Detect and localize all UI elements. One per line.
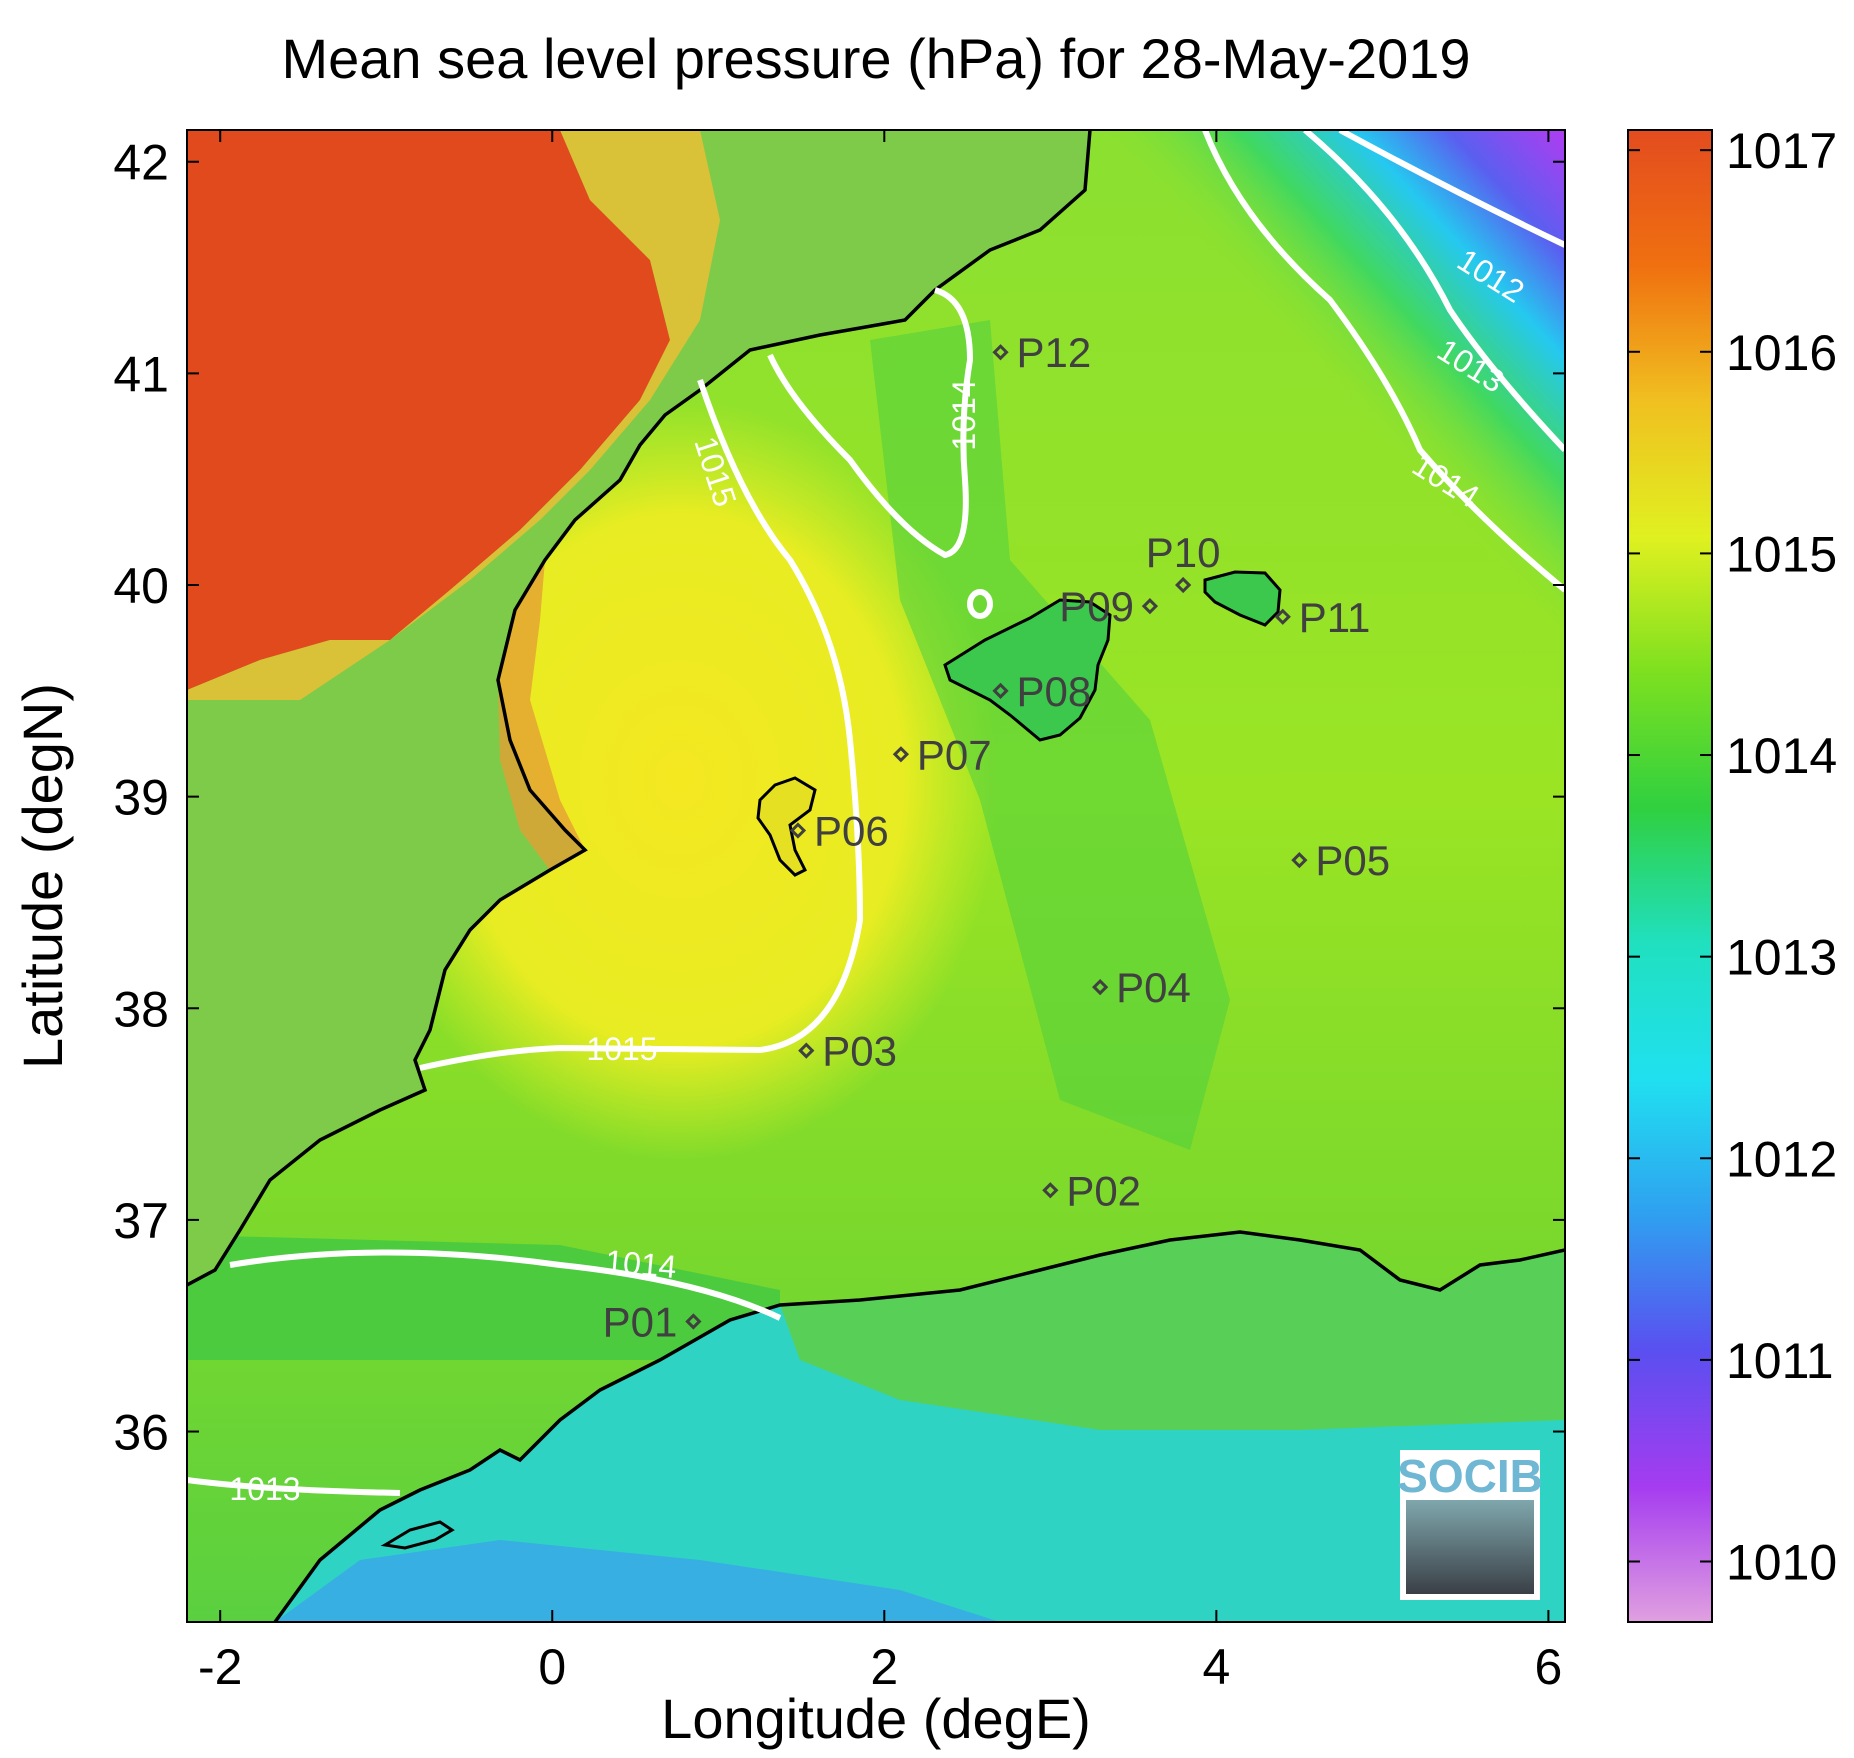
colorbar-tick-label: 1016 bbox=[1726, 325, 1837, 381]
station-label-p07: P07 bbox=[917, 731, 992, 778]
contour-label: 1015 bbox=[586, 1031, 657, 1067]
north-africa-coastline bbox=[273, 1230, 1565, 1622]
x-tick-label: 6 bbox=[1534, 1639, 1562, 1695]
x-axis: -2 0 2 4 6 bbox=[198, 130, 1562, 1695]
northeast-low-pressure bbox=[1100, 130, 1565, 690]
iberia-high-pressure bbox=[187, 130, 670, 690]
x-tick-label: -2 bbox=[198, 1639, 242, 1695]
contour-label: 1014 bbox=[604, 1243, 678, 1285]
colorbar-ticks: 1010 1011 1012 1013 1014 1015 1016 1017 bbox=[1628, 123, 1837, 1591]
y-tick-label: 40 bbox=[113, 558, 169, 614]
station-marker-p01 bbox=[685, 1313, 702, 1330]
station-label-p09: P09 bbox=[1059, 583, 1134, 630]
y-tick-label: 42 bbox=[113, 135, 169, 191]
iberia-transition bbox=[187, 130, 720, 700]
isobar-1014-south bbox=[229, 1249, 782, 1321]
colorbar-tick-label: 1017 bbox=[1726, 123, 1837, 179]
iberia-coastline bbox=[187, 130, 1092, 1287]
chart-title: Mean sea level pressure (hPa) for 28-May… bbox=[281, 27, 1470, 90]
station-marker-p03 bbox=[798, 1042, 815, 1059]
y-tick-label: 38 bbox=[113, 981, 169, 1037]
station-label-p11: P11 bbox=[1299, 594, 1371, 641]
station-label-p06: P06 bbox=[814, 807, 889, 854]
socib-logo: SOCIB bbox=[1397, 1450, 1543, 1600]
north-africa-green-coast bbox=[780, 1232, 1565, 1430]
socib-logo-fill bbox=[1406, 1500, 1534, 1594]
station-marker-p07 bbox=[892, 746, 910, 763]
station-label-p12: P12 bbox=[1017, 329, 1092, 376]
ibiza-island bbox=[756, 776, 817, 877]
y-tick-label: 36 bbox=[113, 1405, 169, 1461]
station-marker-p05 bbox=[1291, 852, 1308, 869]
isobar-1014-north bbox=[767, 287, 974, 559]
y-axis: 36 37 38 39 40 41 42 bbox=[113, 135, 1565, 1461]
station-markers: P01 P02 P03 P04 P05 P06 P07 P08 P09 P10 P11 P12 bbox=[603, 329, 1390, 1345]
mallorca-island bbox=[943, 598, 1112, 742]
socib-logo-text: SOCIB bbox=[1397, 1450, 1543, 1502]
station-label-p10: P10 bbox=[1146, 529, 1221, 576]
x-tick-label: 2 bbox=[870, 1639, 898, 1695]
colorbar: 1010 1011 1012 1013 1014 1015 1016 1017 bbox=[1627, 123, 1837, 1623]
y-axis-label: Latitude (degN) bbox=[11, 683, 74, 1069]
colorbar-tick-label: 1010 bbox=[1726, 1535, 1837, 1591]
north-africa-blue-interior bbox=[275, 1540, 1000, 1622]
colorbar-tick-label: 1013 bbox=[1726, 930, 1837, 986]
contour-label: 1013 bbox=[229, 1471, 300, 1507]
station-marker-p10 bbox=[1175, 576, 1192, 594]
colorbar-tick-label: 1015 bbox=[1726, 526, 1837, 582]
station-label-p02: P02 bbox=[1066, 1167, 1141, 1214]
map-frame bbox=[186, 129, 1566, 1623]
station-marker-p08 bbox=[992, 682, 1009, 699]
x-axis-label: Longitude (degE) bbox=[661, 1687, 1091, 1750]
station-marker-p06 bbox=[789, 822, 807, 839]
x-tick-label: 0 bbox=[538, 1639, 566, 1695]
coastal-yellow-strip bbox=[498, 560, 585, 870]
station-marker-p12 bbox=[992, 344, 1009, 361]
isobar-1013-sw bbox=[187, 1477, 401, 1496]
menorca-island bbox=[1203, 570, 1282, 627]
y-tick-label: 37 bbox=[113, 1193, 169, 1249]
station-label-p05: P05 bbox=[1315, 837, 1390, 884]
southern-green-band bbox=[187, 1235, 780, 1360]
station-marker-p11 bbox=[1274, 608, 1291, 625]
station-marker-p04 bbox=[1092, 978, 1109, 996]
isobar-1013-ne bbox=[1303, 130, 1565, 453]
station-marker-p02 bbox=[1042, 1182, 1059, 1199]
isobar-contours bbox=[187, 130, 1565, 1496]
isobar-1015 bbox=[419, 379, 864, 1071]
y-tick-label: 41 bbox=[113, 346, 169, 402]
y-tick-label: 39 bbox=[113, 770, 169, 826]
station-marker-p09 bbox=[1141, 598, 1159, 615]
contour-label: 1014 bbox=[946, 379, 982, 450]
isobar-1014-ne bbox=[1202, 130, 1565, 593]
map-area: 1012 1013 1014 1014 1015 1015 1014 1013 … bbox=[187, 130, 1565, 1622]
isobar-closed-small bbox=[967, 589, 993, 619]
colorbar-tick-label: 1014 bbox=[1726, 728, 1837, 784]
station-label-p04: P04 bbox=[1116, 964, 1191, 1011]
station-label-p01: P01 bbox=[603, 1298, 678, 1345]
station-label-p08: P08 bbox=[1017, 668, 1092, 715]
alboran-island bbox=[380, 1520, 455, 1550]
isobar-1012 bbox=[1338, 130, 1565, 248]
station-label-p03: P03 bbox=[822, 1028, 897, 1075]
colorbar-tick-label: 1012 bbox=[1726, 1131, 1837, 1187]
colorbar-tick-label: 1011 bbox=[1726, 1333, 1834, 1389]
x-tick-label: 4 bbox=[1202, 1639, 1230, 1695]
colorbar-bar bbox=[1627, 129, 1713, 1623]
